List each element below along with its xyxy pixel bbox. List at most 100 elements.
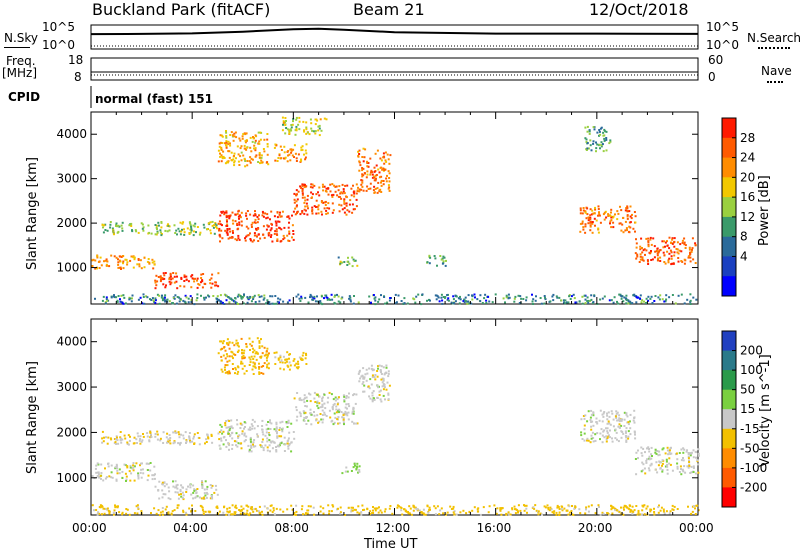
data-point [651,302,654,304]
data-point [380,159,383,162]
data-point [275,228,278,231]
data-point [209,282,212,285]
data-point [246,164,249,167]
data-point [343,400,346,403]
data-point [321,405,324,408]
data-point [143,302,146,305]
data-point [606,414,609,417]
ytick-label: 1000 [56,261,87,275]
data-point [254,141,257,144]
data-point [428,254,431,257]
data-point [255,154,258,157]
data-point [286,160,289,163]
data-point [221,342,224,345]
colorbar-tick-label: -15 [740,422,760,436]
data-point [240,220,243,223]
data-point [243,421,246,424]
colorbar-tick-label: 200 [740,344,763,358]
data-point [627,230,630,233]
data-point [287,419,290,422]
data-point [339,512,341,515]
freq-bottom-tick: 8 [74,70,82,84]
data-point [292,233,295,235]
data-point [268,433,270,435]
data-point [223,505,226,508]
data-point [232,368,234,370]
data-point [276,300,279,303]
data-point [254,445,257,448]
data-point [216,297,219,300]
data-point [318,134,321,137]
data-point [253,234,256,237]
data-point [658,460,661,463]
data-point [352,407,355,410]
data-point [317,407,320,410]
data-point [257,510,260,513]
data-point [249,436,252,439]
data-point [426,299,428,302]
data-point [327,202,330,205]
data-point [302,398,305,401]
data-point [318,194,321,197]
data-point [295,510,298,513]
data-point [278,429,281,431]
data-point [336,194,339,197]
data-point [629,205,632,208]
data-point [117,266,120,269]
data-point [283,436,286,439]
data-point [131,230,134,233]
data-point [366,170,369,173]
data-point [618,426,621,429]
data-point [91,265,94,267]
data-point [141,227,144,230]
data-point [654,451,657,454]
data-point [374,509,377,512]
data-point [313,205,316,208]
data-point [121,477,124,479]
data-point [317,212,320,215]
data-point [227,160,230,163]
data-point [106,508,109,511]
data-point [265,356,268,359]
data-point [586,300,589,303]
data-point [337,295,340,298]
data-point [600,145,603,148]
colorbar-tick-label: 24 [740,151,755,165]
data-point [388,180,391,183]
data-point [321,183,324,186]
data-point [464,300,467,303]
colorbar-segment [722,428,736,449]
data-point [226,364,229,367]
data-point [245,435,248,438]
data-point [237,349,240,352]
data-point [666,446,669,449]
data-point [371,369,374,372]
data-point [625,412,628,415]
data-point [284,132,287,135]
data-point [331,408,334,411]
data-point [380,400,383,403]
data-point [438,513,441,516]
data-point [98,513,101,515]
data-point [317,129,320,132]
data-point [668,296,671,299]
data-point [532,303,534,305]
data-point [285,422,288,425]
data-point [365,379,368,382]
data-point [185,275,188,278]
data-point [292,238,295,241]
data-point [225,135,228,137]
data-point [370,169,373,172]
data-point [584,414,587,417]
data-point [94,267,97,270]
data-point [267,427,270,430]
data-point [118,511,121,514]
data-point [108,475,111,478]
data-point [319,300,322,303]
data-point [174,486,177,489]
data-point [278,154,281,157]
data-point [113,233,115,236]
data-point [687,505,689,508]
data-point [150,436,153,438]
